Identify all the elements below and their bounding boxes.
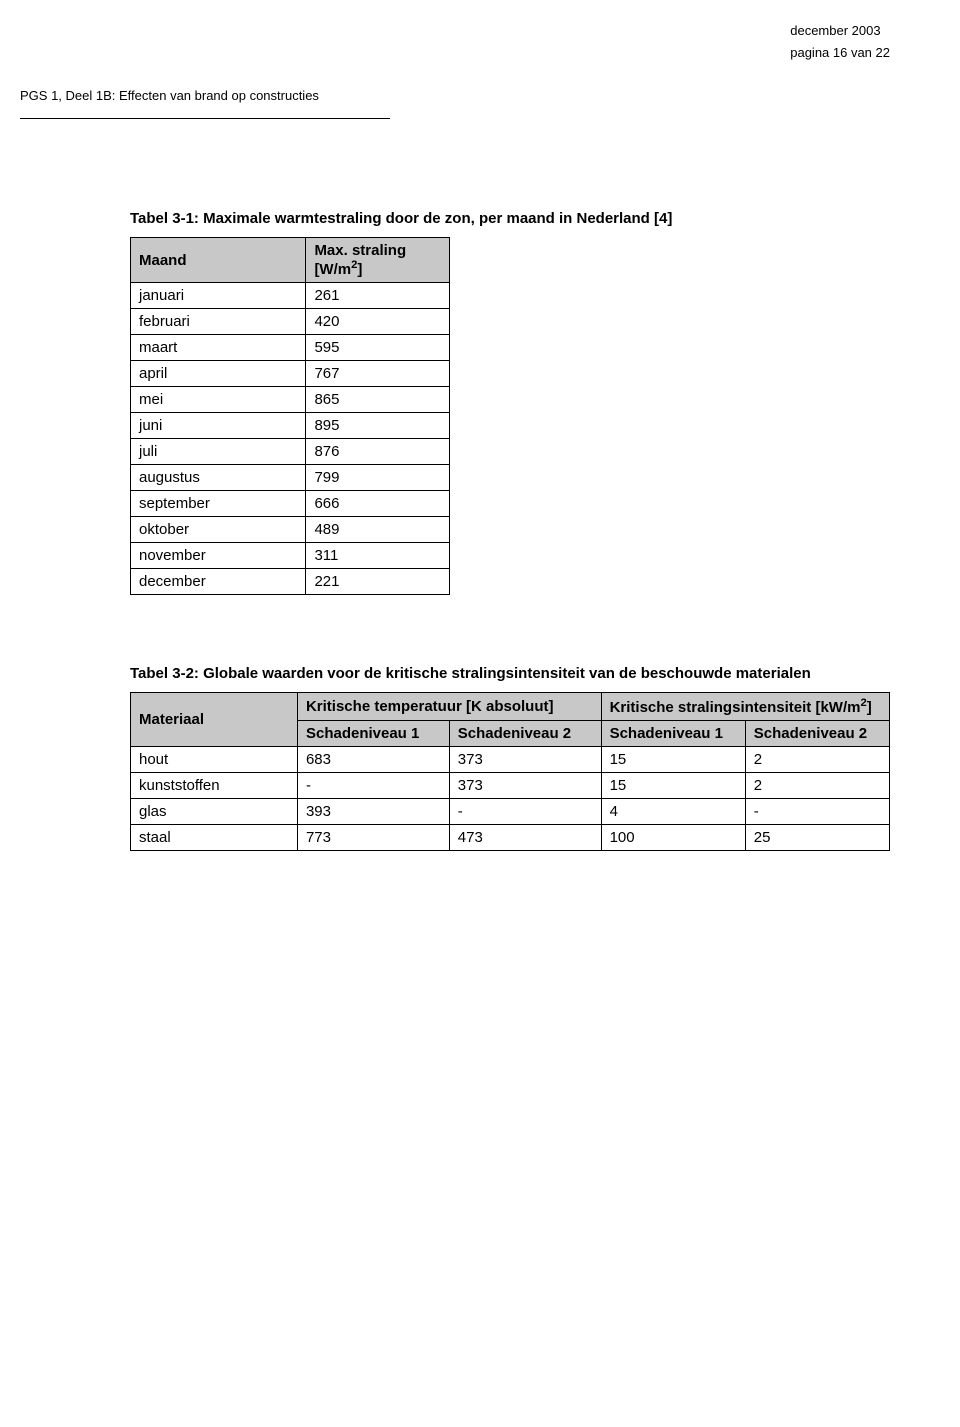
content: Tabel 3-1: Maximale warmtestraling door … (130, 210, 890, 851)
table2-body: hout 683 373 15 2 kunststoffen - 373 15 … (131, 747, 890, 851)
table1-cell-value: 420 (306, 309, 450, 335)
table2-cell-t2: 373 (449, 773, 601, 799)
page: december 2003 pagina 16 van 22 PGS 1, De… (0, 0, 960, 1427)
table2-subheader-s1: Schadeniveau 1 (601, 721, 745, 747)
table1-cell-month: juli (131, 439, 306, 465)
table1-cell-month: maart (131, 335, 306, 361)
table-row: december221 (131, 569, 450, 595)
table-row: juli876 (131, 439, 450, 465)
table2-cell-s1: 100 (601, 825, 745, 851)
table2-header-kstr-suffix: ] (867, 699, 872, 716)
table2-cell-t1: 393 (297, 799, 449, 825)
table1-cell-value: 261 (306, 283, 450, 309)
table1-cell-value: 221 (306, 569, 450, 595)
table-row: augustus799 (131, 465, 450, 491)
table2-cell-t2: 473 (449, 825, 601, 851)
table1: Maand Max. straling [W/m2] januari261 fe… (130, 237, 450, 595)
table1-cell-month: september (131, 491, 306, 517)
table2: Materiaal Kritische temperatuur [K absol… (130, 692, 890, 851)
table1-cell-month: juni (131, 413, 306, 439)
table1-cell-value: 595 (306, 335, 450, 361)
table2-cell-material: hout (131, 747, 298, 773)
table2-cell-material: staal (131, 825, 298, 851)
table1-header-value: Max. straling [W/m2] (306, 238, 450, 283)
table2-cell-t1: - (297, 773, 449, 799)
table2-caption: Tabel 3-2: Globale waarden voor de kriti… (130, 665, 890, 682)
table1-header-month: Maand (131, 238, 306, 283)
table2-header-ktemp: Kritische temperatuur [K absoluut] (297, 693, 601, 721)
table1-cell-value: 666 (306, 491, 450, 517)
spacer (130, 595, 890, 665)
table1-cell-value: 865 (306, 387, 450, 413)
header-doc-title: PGS 1, Deel 1B: Effecten van brand op co… (20, 88, 319, 103)
table1-body: januari261 februari420 maart595 april767… (131, 283, 450, 595)
table1-caption: Tabel 3-1: Maximale warmtestraling door … (130, 210, 890, 227)
table2-cell-t1: 773 (297, 825, 449, 851)
table2-cell-t1: 683 (297, 747, 449, 773)
table-row: januari261 (131, 283, 450, 309)
table2-cell-s1: 15 (601, 773, 745, 799)
table1-cell-month: april (131, 361, 306, 387)
table1-cell-value: 767 (306, 361, 450, 387)
table2-header-kstr-prefix: Kritische stralingsintensiteit [kW/m (610, 699, 861, 716)
table2-header-material: Materiaal (131, 693, 298, 747)
table2-cell-s2: 2 (745, 747, 889, 773)
table1-cell-month: februari (131, 309, 306, 335)
table1-header-value-suffix: ] (357, 261, 362, 278)
table2-subheader-s1: Schadeniveau 1 (297, 721, 449, 747)
table1-cell-month: januari (131, 283, 306, 309)
table-row: mei865 (131, 387, 450, 413)
table1-cell-value: 895 (306, 413, 450, 439)
table1-cell-month: oktober (131, 517, 306, 543)
table1-cell-value: 489 (306, 517, 450, 543)
table1-cell-month: augustus (131, 465, 306, 491)
table2-cell-material: glas (131, 799, 298, 825)
table2-cell-s1: 15 (601, 747, 745, 773)
table-row: april767 (131, 361, 450, 387)
header-page-info: pagina 16 van 22 (790, 42, 890, 64)
table-row: hout 683 373 15 2 (131, 747, 890, 773)
table2-cell-t2: - (449, 799, 601, 825)
table-row: februari420 (131, 309, 450, 335)
header-date: december 2003 (790, 20, 890, 42)
table1-cell-value: 876 (306, 439, 450, 465)
table1-cell-value: 799 (306, 465, 450, 491)
table2-cell-s2: 25 (745, 825, 889, 851)
table1-cell-month: december (131, 569, 306, 595)
header-right: december 2003 pagina 16 van 22 (790, 20, 890, 64)
table1-cell-value: 311 (306, 543, 450, 569)
table2-cell-s1: 4 (601, 799, 745, 825)
table2-cell-s2: 2 (745, 773, 889, 799)
table1-cell-month: mei (131, 387, 306, 413)
table-row: staal 773 473 100 25 (131, 825, 890, 851)
table-row: maart595 (131, 335, 450, 361)
table-row: glas 393 - 4 - (131, 799, 890, 825)
table2-header-kstr: Kritische stralingsintensiteit [kW/m2] (601, 693, 889, 721)
table2-subheader-s2: Schadeniveau 2 (745, 721, 889, 747)
table2-subheader-s2: Schadeniveau 2 (449, 721, 601, 747)
table-row: september666 (131, 491, 450, 517)
table2-cell-s2: - (745, 799, 889, 825)
table2-cell-t2: 373 (449, 747, 601, 773)
table-row: oktober489 (131, 517, 450, 543)
table-row: juni895 (131, 413, 450, 439)
table-row: november311 (131, 543, 450, 569)
table1-cell-month: november (131, 543, 306, 569)
table2-cell-material: kunststoffen (131, 773, 298, 799)
table-row: kunststoffen - 373 15 2 (131, 773, 890, 799)
header-rule (20, 118, 390, 119)
